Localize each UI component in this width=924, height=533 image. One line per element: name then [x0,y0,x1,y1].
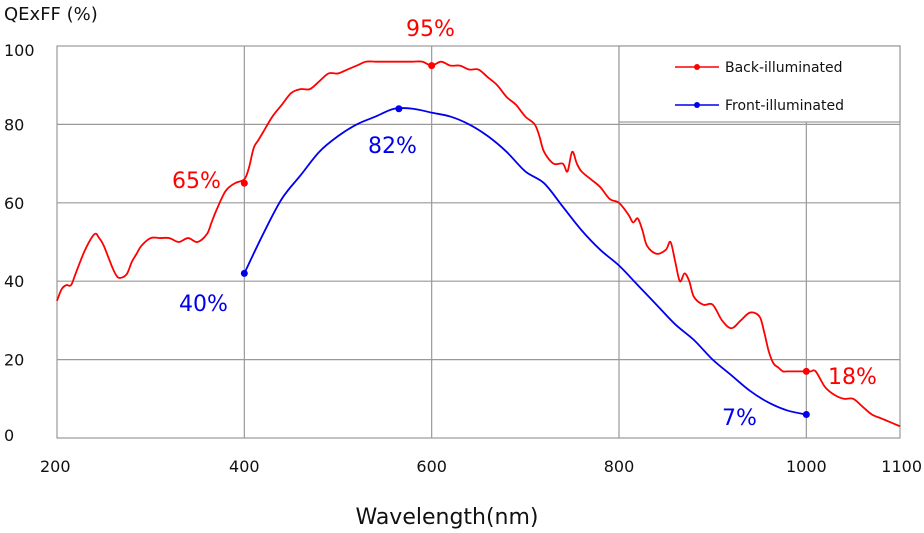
y-axis-label: QExFF (%) [4,4,98,25]
x-tick-label: 200 [40,457,71,476]
x-axis-label: Wavelength(nm) [355,505,538,530]
annotation-label: 18% [828,365,877,390]
axes [56,45,901,439]
data-point-marker [240,269,248,277]
legend-swatch-marker [694,102,700,108]
annotation-label: 82% [368,134,417,159]
legend-label: Back-illuminated [725,60,843,76]
data-point-marker [802,410,810,418]
series-line-1 [243,107,807,416]
y-tick-label: 100 [4,41,35,60]
legend: Back-illuminated Front-illuminated [618,45,901,123]
annotation-label: 7% [722,406,757,431]
series-markers [240,62,810,418]
legend-box [618,45,901,123]
y-tick-label: 60 [4,194,24,213]
legend-label: Front-illuminated [725,98,844,114]
data-point-marker [428,62,436,70]
data-point-marker [395,105,403,113]
annotations: 65% 95% 18% 40% 82% 7% [172,17,877,431]
annotation-label: 95% [406,17,455,42]
x-tick-label: 1000 [786,457,827,476]
legend-swatch-marker [694,64,700,70]
data-point-marker [240,179,248,187]
tick-labels: 200 400 600 800 1000 1100 0 20 40 60 80 100 [4,41,922,476]
x-tick-label: 800 [604,457,635,476]
series-lines [56,60,901,428]
data-point-marker [802,367,810,375]
x-tick-label: 600 [416,457,447,476]
y-tick-label: 20 [4,351,24,370]
x-tick-label: 400 [229,457,260,476]
x-tick-label: 1100 [881,457,922,476]
plot-frame [56,45,901,439]
y-tick-label: 40 [4,272,24,291]
annotation-label: 65% [172,169,221,194]
y-tick-label: 80 [4,115,24,134]
series-line-0 [56,60,901,428]
annotation-label: 40% [179,292,228,317]
y-tick-label: 0 [4,426,14,445]
